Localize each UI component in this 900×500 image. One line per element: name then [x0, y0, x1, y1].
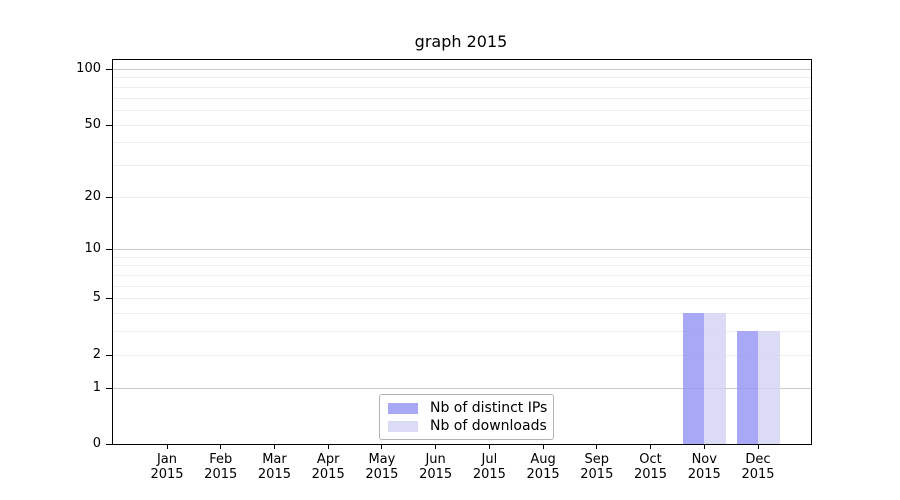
x-tick-label: Oct 2015 [620, 452, 682, 482]
gridline-minor [113, 275, 811, 277]
x-tick-year: 2015 [150, 467, 184, 482]
x-tick-mark [327, 444, 329, 449]
gridline-minor [113, 256, 811, 258]
plot-area: Nb of distinct IPs Nb of downloads 0 1 2 5 1… [76, 59, 812, 482]
gridline-minor [113, 298, 811, 300]
gridline-minor [113, 124, 811, 126]
chart-title: graph 2015 [414, 32, 508, 51]
x-tick-month: Sep [584, 452, 610, 467]
x-tick-label: Feb 2015 [190, 452, 252, 482]
x-tick-year: 2015 [365, 467, 399, 482]
y-tick-mark [106, 298, 113, 300]
y-tick-label: 100 [76, 61, 101, 76]
x-tick-mark [381, 444, 383, 449]
y-tick-mark [106, 354, 113, 356]
x-tick-month: Jun [425, 452, 446, 467]
bar-dec-nb-of-distinct-ips [736, 331, 758, 444]
y-tick-mark [106, 249, 113, 251]
x-tick-month: May [368, 452, 396, 467]
x-tick-year: 2015 [526, 467, 560, 482]
legend-item-downloads: Nb of downloads [388, 418, 547, 434]
x-tick-year: 2015 [580, 467, 614, 482]
gridline-minor [113, 313, 811, 315]
legend-swatch-downloads [388, 420, 418, 432]
x-tick-year: 2015 [687, 467, 721, 482]
bar-dec-nb-of-downloads [758, 331, 780, 444]
gridline-major [113, 249, 811, 251]
x-tick-year: 2015 [633, 467, 668, 482]
bar-nov-nb-of-downloads [704, 313, 726, 444]
y-tick-mark [106, 124, 113, 126]
y-tick-mark [106, 387, 113, 389]
x-tick-year: 2015 [741, 467, 775, 482]
x-tick-mark [596, 444, 598, 449]
y-tick-label: 2 [92, 346, 101, 362]
x-tick-year: 2015 [257, 467, 291, 482]
x-tick-mark [166, 444, 168, 449]
x-tick-mark [488, 444, 490, 449]
legend: Nb of distinct IPs Nb of downloads [379, 394, 554, 440]
x-tick-month: Apr [316, 452, 340, 467]
y-tick-label: 10 [84, 241, 101, 257]
y-tick-label: 1 [92, 379, 101, 395]
x-tick-month: Nov [691, 452, 717, 467]
x-tick-mark [757, 444, 759, 449]
legend-item-distinct-ips: Nb of distinct IPs [388, 400, 548, 416]
legend-swatch-distinct-ips [388, 402, 418, 414]
gridline-minor [113, 265, 811, 267]
x-tick-label: Aug 2015 [512, 452, 574, 482]
y-tick-mark [106, 69, 113, 70]
bar-nov-nb-of-distinct-ips [682, 313, 705, 444]
x-tick-label: Jul 2015 [458, 452, 520, 482]
y-tick-label: 5 [92, 290, 101, 306]
x-tick-mark [703, 444, 705, 449]
y-tick-mark [106, 444, 113, 445]
x-tick-month: Jan [156, 452, 178, 467]
gridline-minor [113, 86, 811, 88]
x-tick-year: 2015 [204, 467, 238, 482]
x-tick-mark [220, 444, 222, 449]
x-tick-label: Sep 2015 [566, 452, 628, 482]
gridline-major [113, 69, 811, 70]
x-tick-mark [273, 444, 275, 449]
x-tick-month: Feb [209, 452, 233, 467]
x-tick-year: 2015 [472, 467, 506, 482]
gridline-minor [113, 285, 811, 287]
gridline-minor [113, 97, 811, 99]
gridline-minor [113, 331, 811, 333]
gridline-minor [113, 164, 811, 166]
x-tick-mark [650, 444, 652, 449]
legend-label-distinct-ips: Nb of distinct IPs [430, 400, 548, 416]
x-tick-label: Mar 2015 [243, 452, 305, 482]
x-tick-month: Oct [639, 452, 662, 467]
y-tick-label: 0 [92, 436, 101, 451]
x-tick-label: Jun 2015 [405, 452, 467, 482]
x-tick-month: Aug [530, 452, 556, 467]
x-tick-label: Jan 2015 [136, 452, 198, 482]
x-tick-month: Mar [262, 452, 287, 467]
y-tick-label: 20 [84, 188, 101, 204]
x-tick-month: Dec [745, 452, 771, 467]
x-tick-month: Jul [481, 452, 498, 467]
x-tick-label: May 2015 [351, 452, 413, 482]
x-tick-year: 2015 [419, 467, 453, 482]
x-tick-label: Dec 2015 [727, 452, 789, 482]
gridline-minor [113, 196, 811, 198]
gridline-minor [113, 109, 811, 111]
x-tick-mark [435, 444, 437, 449]
x-tick-year: 2015 [311, 467, 345, 482]
gridline-major [113, 387, 811, 389]
gridline-minor [113, 77, 811, 79]
x-tick-label: Nov 2015 [673, 452, 735, 482]
y-tick-mark [106, 196, 113, 198]
gridline-minor [113, 142, 811, 144]
legend-label-downloads: Nb of downloads [430, 418, 547, 434]
x-tick-label: Apr 2015 [297, 452, 359, 482]
gridline-minor [113, 354, 811, 356]
x-tick-mark [542, 444, 544, 449]
y-tick-label: 50 [84, 116, 101, 132]
